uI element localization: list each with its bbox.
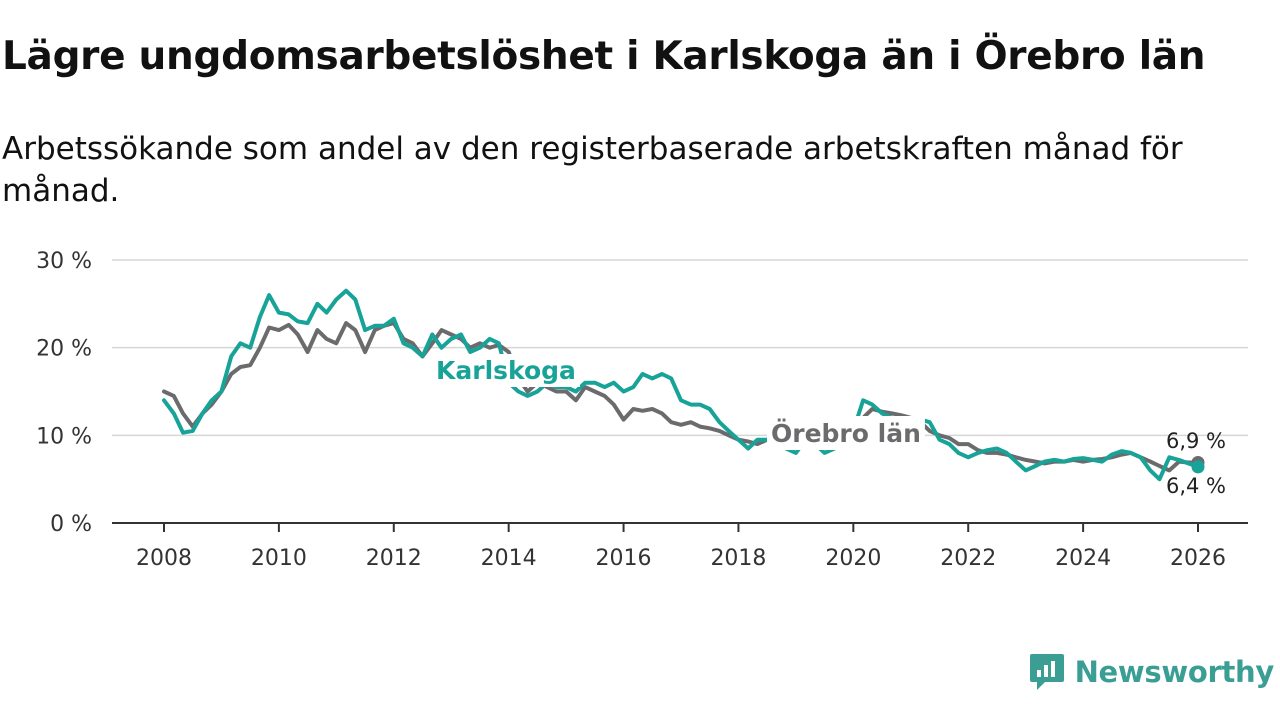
x-tick-label: 2024	[1055, 546, 1111, 571]
y-tick-label: 0 %	[50, 512, 92, 537]
brand-name: Newsworthy	[1074, 655, 1275, 689]
end-value-orebro-lan: 6,9 %	[1166, 429, 1226, 453]
y-axis-ticks: 0 % 10 % 20 % 30 %	[36, 249, 92, 537]
x-tick-label: 2020	[825, 546, 881, 571]
x-tick-label: 2008	[136, 546, 192, 571]
series-line-orebro-lan	[162, 321, 1200, 473]
chart-title: Lägre ungdomsarbetslöshet i Karlskoga än…	[2, 34, 1206, 79]
y-tick-label: 10 %	[36, 424, 92, 449]
x-tick-label: 2010	[251, 546, 307, 571]
x-axis: 2008 2010 2012 2014 2016 2018 2020 2022 2024 2026	[112, 522, 1248, 571]
chart-subtitle: Arbetssökande som andel av den registerb…	[2, 131, 1183, 209]
series-label-karlskoga: Karlskoga	[436, 356, 576, 385]
newsworthy-logo-icon	[1029, 654, 1064, 690]
series-label-orebro-lan: Örebro län	[771, 418, 921, 448]
x-tick-label: 2016	[596, 546, 652, 571]
y-tick-label: 20 %	[36, 337, 92, 362]
end-dot-karlskoga	[1191, 460, 1205, 474]
x-tick-label: 2022	[940, 546, 996, 571]
series-labels: Karlskoga Örebro län 6,9 % 6,4 %	[432, 354, 1226, 498]
series-label-backdrop	[432, 354, 580, 387]
end-value-karlskoga: 6,4 %	[1166, 474, 1226, 498]
x-tick-label: 2014	[481, 546, 537, 571]
newsworthy-brand: Newsworthy	[1029, 652, 1274, 692]
series-label-backdrop	[767, 416, 925, 450]
series-lines	[162, 288, 1205, 482]
y-tick-label: 30 %	[36, 249, 92, 274]
x-tick-label: 2012	[366, 546, 422, 571]
x-tick-label: 2026	[1170, 546, 1226, 571]
series-line-karlskoga	[162, 288, 1200, 482]
x-tick-label: 2018	[710, 546, 766, 571]
gridlines	[112, 259, 1248, 437]
